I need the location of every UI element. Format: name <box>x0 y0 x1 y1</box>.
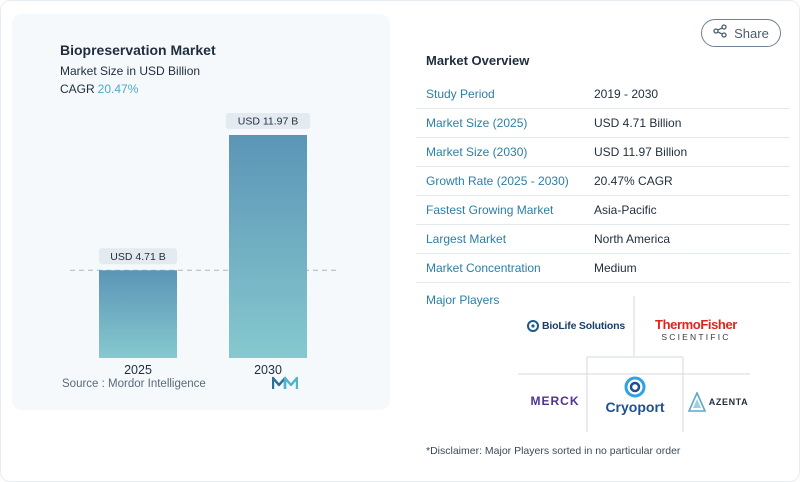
chart-subtitle: Market Size in USD Billion <box>60 64 201 78</box>
cagr-label: CAGR <box>60 82 95 96</box>
major-players-title: Major Players <box>426 293 500 307</box>
overview-key: Fastest Growing Market <box>426 203 554 217</box>
overview-row: Largest Market North America <box>416 225 790 254</box>
cryoport-logo: Cryoport <box>592 372 678 418</box>
thermo-logo-top: ThermoFisher <box>655 317 737 333</box>
bar <box>229 135 307 358</box>
share-icon <box>713 23 727 43</box>
overview-key: Market Size (2030) <box>426 145 528 159</box>
overview-value: USD 4.71 Billion <box>594 116 682 130</box>
overview-key: Largest Market <box>426 232 507 246</box>
overview-value: Asia-Pacific <box>594 203 657 217</box>
market-overview-table: Study Period 2019 - 2030 Market Size (202… <box>416 80 790 283</box>
biolife-solutions-logo: BioLife Solutions <box>524 316 628 336</box>
x-tick-label: 2025 <box>124 363 152 377</box>
cagr-row: CAGR 20.47% <box>60 82 138 96</box>
biolife-logo-text: BioLife Solutions <box>542 320 625 332</box>
biolife-mark-icon <box>527 320 540 332</box>
chart-source: Source : Mordor Intelligence <box>62 378 206 390</box>
overview-value: Medium <box>594 261 637 275</box>
overview-key: Study Period <box>426 87 495 101</box>
cryoport-logo-text: Cryoport <box>605 398 665 415</box>
x-tick-label: 2030 <box>254 363 282 377</box>
thermo-fisher-logo: ThermoFisher SCIENTIFIC <box>646 316 746 344</box>
merck-logo-text: MERCK <box>530 394 580 408</box>
overview-row: Fastest Growing Market Asia-Pacific <box>416 196 790 225</box>
overview-value: North America <box>594 232 671 246</box>
overview-row: Market Concentration Medium <box>416 254 790 283</box>
data-label-pill <box>225 113 311 129</box>
data-label-pill <box>99 248 177 265</box>
overview-key: Market Size (2025) <box>426 116 528 130</box>
azenta-mark-icon <box>687 392 706 412</box>
overview-row: Market Size (2030) USD 11.97 Billion <box>416 138 790 167</box>
data-label: USD 11.97 B <box>238 116 299 128</box>
bar-chart: USD 4.71 B 2025 USD 11.97 B 2030 <box>70 113 338 377</box>
azenta-logo: AZENTA <box>686 390 750 414</box>
cryoport-mark-icon <box>624 376 646 397</box>
overview-row: Market Size (2025) USD 4.71 Billion <box>416 109 790 138</box>
azenta-logo-text: AZENTA <box>708 397 749 407</box>
thermo-logo-bottom: SCIENTIFIC <box>661 332 731 343</box>
share-label: Share <box>734 25 769 41</box>
merck-logo: MERCK <box>524 392 586 410</box>
overview-key: Market Concentration <box>426 261 541 275</box>
overview-value: 20.47% CAGR <box>594 174 673 188</box>
market-overview-title: Market Overview <box>426 53 530 68</box>
data-label: USD 4.71 B <box>110 251 165 263</box>
overview-key: Growth Rate (2025 - 2030) <box>426 174 569 188</box>
overview-value: USD 11.97 Billion <box>594 145 688 159</box>
overview-row: Growth Rate (2025 - 2030) 20.47% CAGR <box>416 167 790 196</box>
mordor-logo-icon <box>271 376 299 395</box>
cagr-value: 20.47% <box>97 82 139 96</box>
disclaimer: *Disclaimer: Major Players sorted in no … <box>426 445 681 457</box>
overview-value: 2019 - 2030 <box>594 87 659 101</box>
share-button[interactable]: Share <box>701 19 781 47</box>
overview-row: Study Period 2019 - 2030 <box>416 80 790 109</box>
bar <box>99 270 177 358</box>
chart-title: Biopreservation Market <box>60 42 216 58</box>
chart-card <box>12 14 390 410</box>
